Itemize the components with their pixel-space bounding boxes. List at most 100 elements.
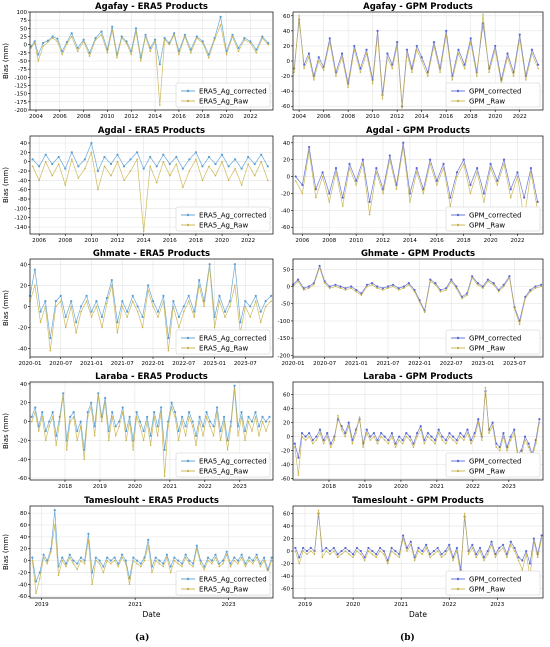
data-point-raw [440,556,443,559]
data-point-raw [376,33,379,36]
data-point-corrected [250,420,254,423]
data-point-raw [355,290,358,293]
data-point-raw [506,449,508,452]
x-tick-label: 2014 [415,114,429,120]
data-point-raw [379,550,381,552]
x-tick-label: 2020 [215,238,229,244]
data-point-corrected [244,300,247,303]
series-line-raw [29,266,272,351]
data-point-raw [429,163,431,165]
y-tick-label: -60 [18,594,27,600]
data-point-raw [297,280,299,283]
data-point-raw [301,192,304,195]
data-point-corrected [201,425,205,428]
data-point-corrected [100,315,104,319]
legend-label: GPM _Raw [469,222,505,230]
data-point-raw [492,283,495,286]
data-point-raw [240,184,243,186]
series-line-raw [293,14,539,108]
data-point-corrected [394,442,397,445]
data-point-corrected [348,549,351,553]
data-point-raw [506,56,509,59]
data-point-raw [198,420,201,423]
data-point-raw [94,38,97,41]
data-point-corrected [104,396,107,400]
data-point-corrected [344,287,347,290]
data-point-raw [315,196,317,199]
data-point-corrected [402,285,405,288]
data-point-raw [538,421,541,424]
data-point-raw [509,544,512,546]
x-tick-label: 2022 [466,484,480,490]
data-point-raw [387,442,390,445]
data-point-raw [116,160,119,163]
data-point-corrected [469,183,472,187]
data-point-corrected [227,165,230,168]
data-point-corrected [219,15,222,18]
data-point-raw [448,547,451,549]
data-point-corrected [180,415,184,418]
data-point-raw [516,175,519,178]
data-point-corrected [368,200,371,203]
data-point-corrected [102,565,105,568]
data-point-corrected [38,571,41,574]
y-tick-label: 20 [283,44,290,50]
data-point-corrected [120,35,123,38]
data-point-corrected [183,33,186,36]
caption-b: (b) [400,633,415,643]
y-tick-label: 75 [20,18,27,24]
data-point-raw [249,316,252,318]
data-point-raw [301,435,303,438]
legend-label: ERA5_Ag_Raw [199,98,248,106]
data-point-raw [125,439,127,442]
y-tick-label: -40 [281,463,290,469]
data-point-corrected [332,546,335,550]
legend-box [175,329,271,355]
data-point-raw [240,416,243,418]
data-point-corrected [158,559,161,562]
data-point-corrected [44,429,47,433]
data-point-raw [97,188,99,191]
x-tick-label: 2022-01 [142,361,165,367]
data-point-raw [139,60,142,62]
y-tick-label: 60 [283,512,290,518]
data-point-corrected [328,549,332,553]
data-point-raw [72,416,75,418]
data-point-raw [233,559,236,562]
data-point-corrected [334,283,337,286]
data-point-raw [423,442,426,445]
data-point-raw [311,442,314,445]
data-point-corrected [347,421,350,424]
y-tick-label: 20 [20,401,27,407]
legend-label: ERA5_Ag_corrected [199,335,267,343]
data-point-raw [162,160,165,163]
data-point-raw [335,75,337,77]
data-point-raw [477,283,479,286]
data-point-corrected [39,310,42,313]
data-point-corrected [64,167,67,170]
data-point-corrected [469,37,472,40]
data-point-raw [394,446,397,448]
data-point-raw [84,167,86,170]
data-point-corrected [85,294,88,297]
data-point-raw [420,60,423,62]
x-tick-label: 2010 [366,114,380,120]
data-point-corrected [162,562,165,565]
data-point-raw [255,556,258,559]
data-point-raw [383,439,386,441]
series-line-raw [30,23,269,106]
data-point-corrected [111,25,114,28]
data-point-corrected [308,145,311,149]
data-point-raw [298,562,301,565]
data-point-corrected [417,546,420,550]
data-point-raw [362,446,364,448]
data-point-raw [103,165,106,168]
data-point-raw [540,537,543,540]
data-point-corrected [189,48,192,51]
data-point-corrected [263,556,266,559]
y-tick-label: -60 [18,188,27,194]
data-point-corrected [376,285,379,288]
legend-label: GPM_corrected [469,458,521,466]
data-point-raw [533,540,535,543]
data-point-corrected [205,411,208,414]
